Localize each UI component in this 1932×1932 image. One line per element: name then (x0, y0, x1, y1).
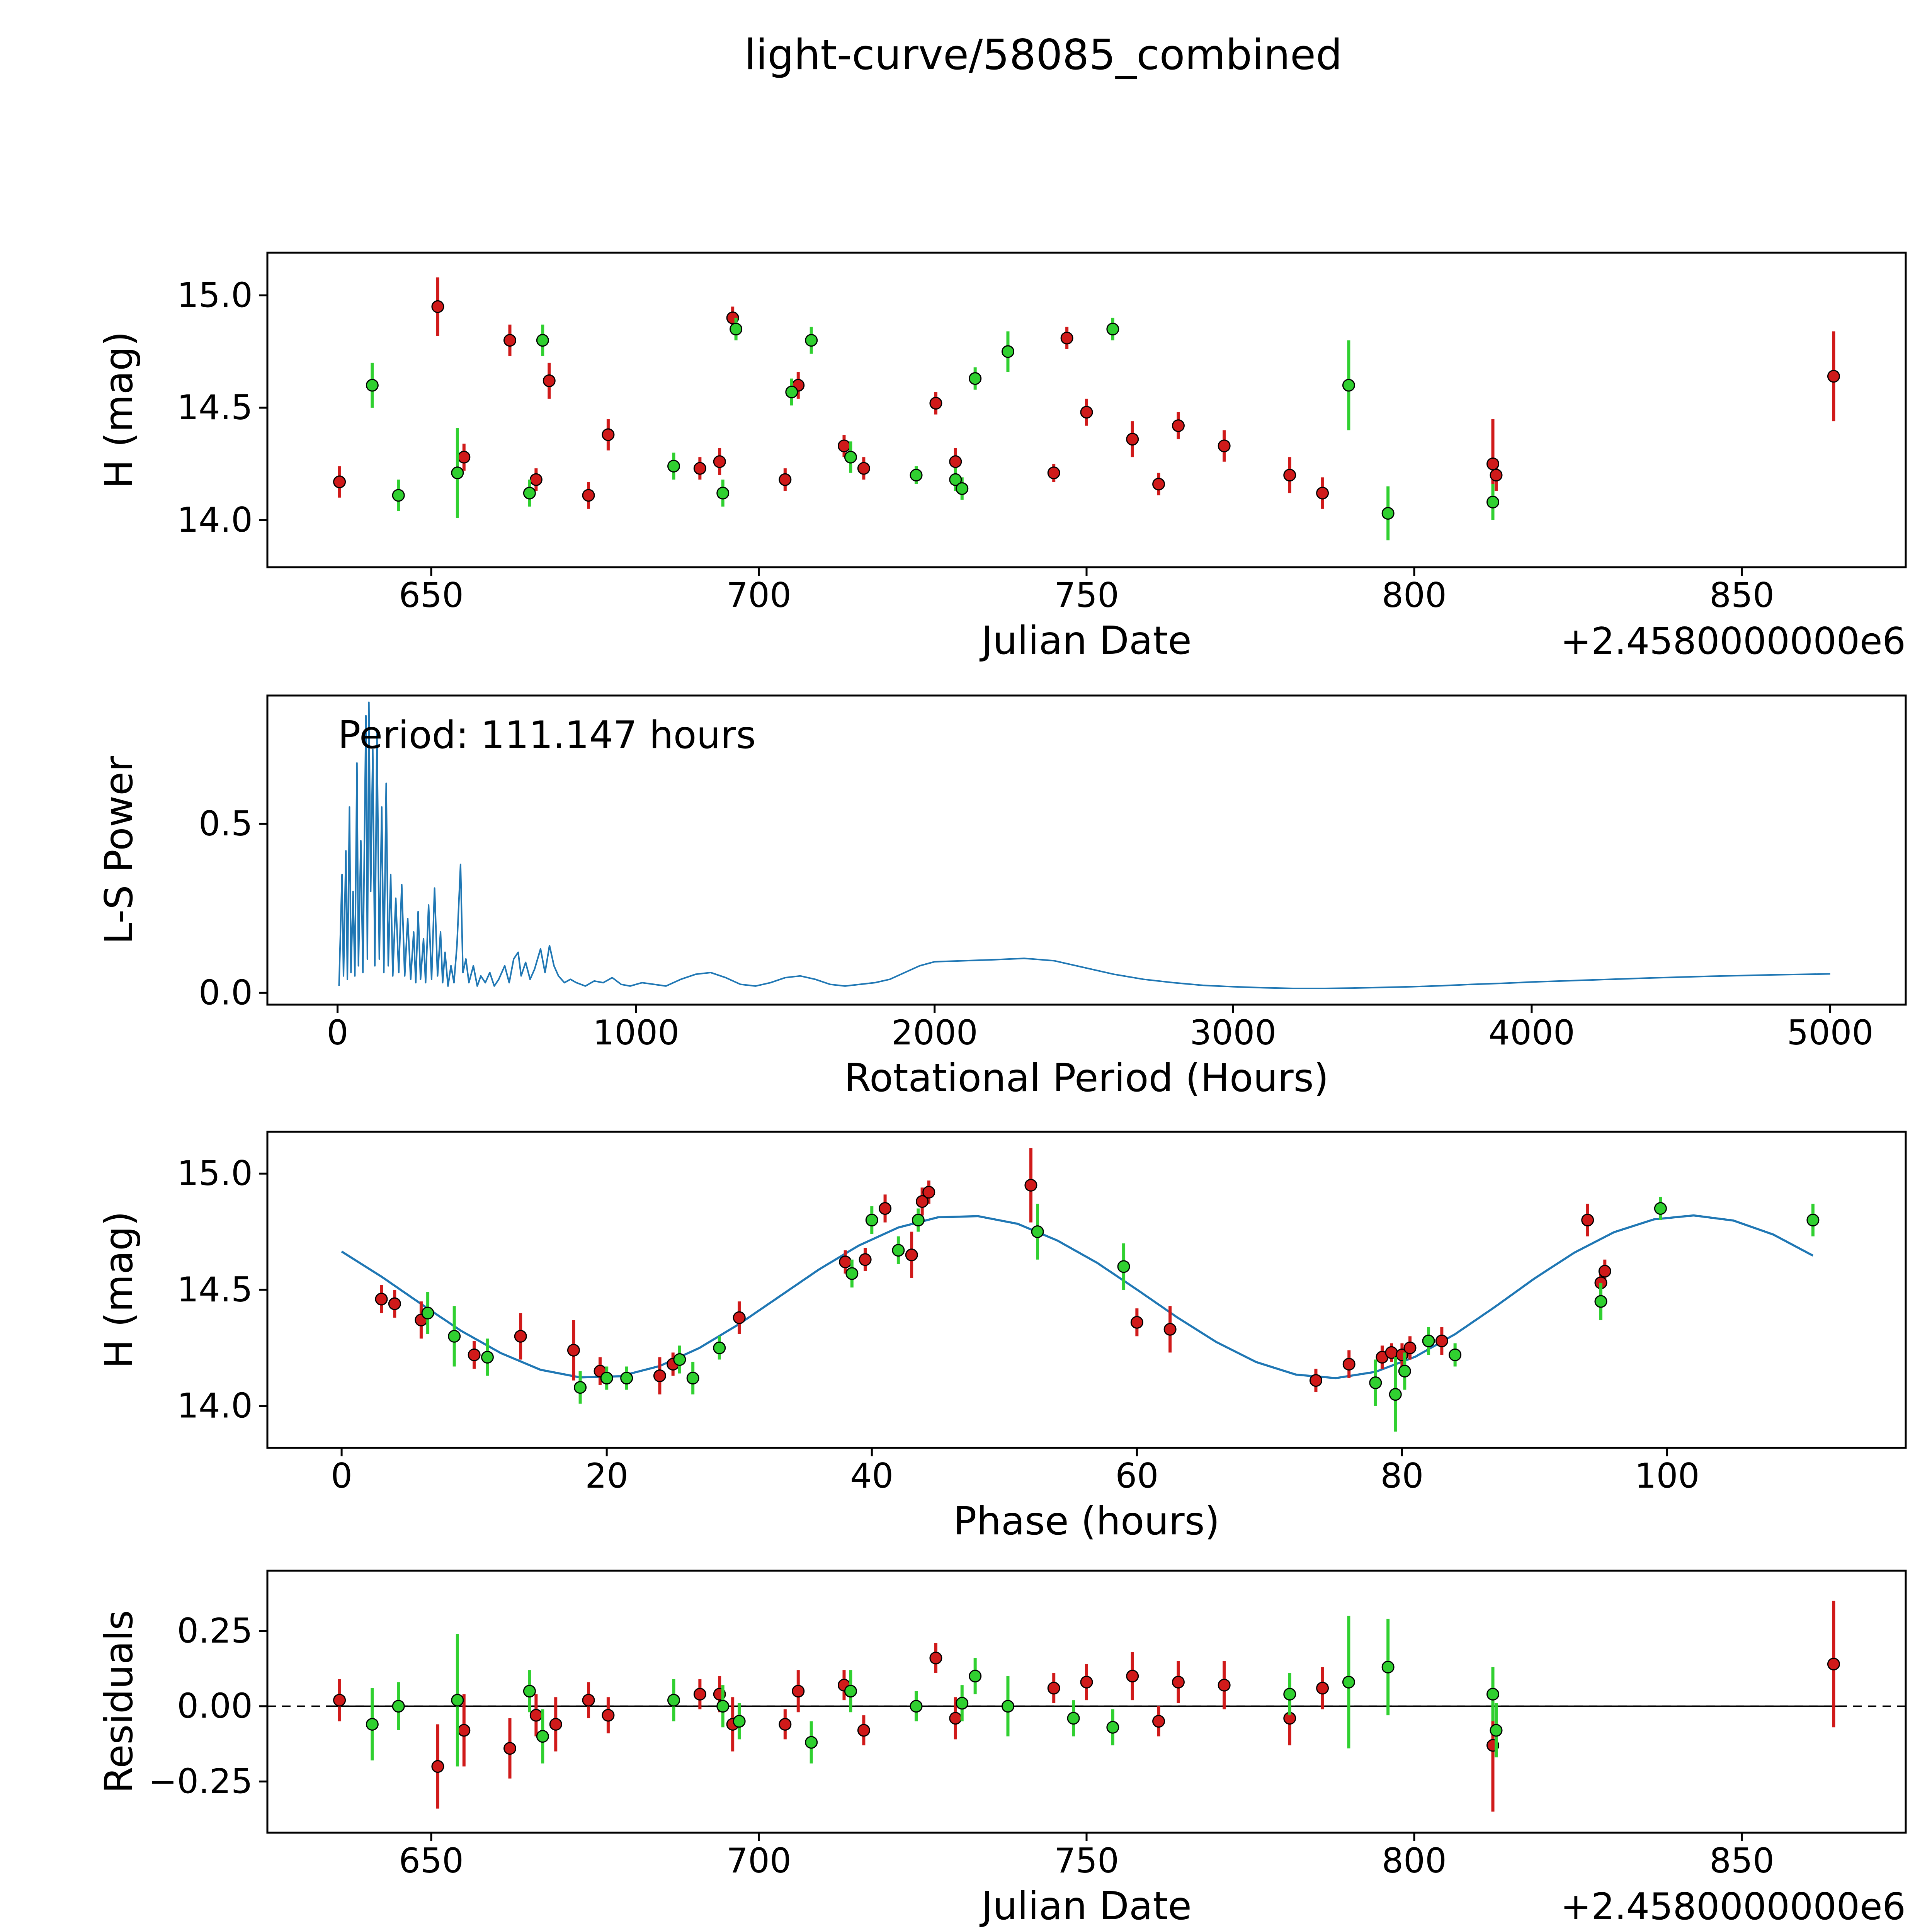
phased-lightcurve-panel: 0 20 40 60 80 100 14.0 14.5 15.0 Phase (hours) H (… (96, 1131, 1907, 1544)
residuals-ylabel: Residuals (96, 1610, 141, 1793)
jd-lightcurve-axes: 650 700 750 800 850 14.0 14.5 15.0 (177, 275, 1774, 615)
phased-lightcurve-ylabel: H (mag) (96, 1211, 141, 1368)
y-tick-label: 15.0 (177, 275, 253, 315)
residuals-panel: 650 700 750 800 850 −0.25 0.00 0.25 Julian Date +… (96, 1570, 1907, 1929)
y-tick-label: 0.25 (177, 1611, 253, 1651)
residuals-axes: 650 700 750 800 850 −0.25 0.00 0.25 (148, 1611, 1774, 1881)
figure-title: light-curve/58085_combined (744, 31, 1342, 79)
y-tick-label: 14.5 (177, 388, 253, 427)
periodogram-plot-area (338, 701, 1830, 990)
jd-lightcurve-ylabel: H (mag) (96, 331, 141, 488)
phased-lightcurve-plot-area (341, 1148, 1820, 1432)
x-tick-label: 1000 (593, 1013, 679, 1053)
periodogram-axes-box (266, 694, 1907, 1006)
x-tick-label: 5000 (1787, 1013, 1874, 1053)
x-tick-label: 0 (327, 1013, 349, 1053)
residuals-red-points (333, 1600, 1840, 1812)
x-tick-label: 800 (1382, 575, 1447, 615)
jd-lightcurve-axis-offset-text: +2.4580000000e6 (1560, 620, 1906, 663)
residuals-axes-box (266, 1570, 1907, 1834)
x-tick-label: 800 (1382, 1841, 1447, 1881)
x-tick-label: 750 (1054, 1841, 1119, 1881)
jd-lightcurve-red-points (333, 277, 1840, 509)
x-tick-label: 650 (399, 1841, 464, 1881)
x-tick-label: 850 (1709, 575, 1774, 615)
phased-lightcurve-axes-box (266, 1131, 1907, 1449)
x-tick-label: 3000 (1190, 1013, 1276, 1053)
jd-lightcurve-xlabel: Julian Date (979, 618, 1192, 663)
x-tick-label: 700 (726, 1841, 791, 1881)
x-tick-label: 850 (1709, 1841, 1774, 1881)
y-tick-label: 14.0 (177, 500, 253, 540)
phased-lightcurve-red-points (375, 1148, 1611, 1395)
y-tick-label: 14.0 (177, 1386, 253, 1426)
residuals-green-points (366, 1616, 1503, 1767)
x-tick-label: 0 (331, 1456, 352, 1496)
x-tick-label: 2000 (891, 1013, 978, 1053)
x-tick-label: 60 (1115, 1456, 1158, 1496)
periodogram-power-curve (338, 701, 1830, 990)
residuals-axis-offset-text: +2.4580000000e6 (1560, 1886, 1906, 1928)
y-tick-label: 0.0 (199, 973, 253, 1012)
y-tick-label: 0.00 (177, 1686, 253, 1726)
periodogram-panel: 0 1000 2000 3000 4000 5000 0.0 0.5 Rotational Pe… (96, 694, 1907, 1100)
y-tick-label: 15.0 (177, 1153, 253, 1193)
phased-lightcurve-fit-curve (341, 1214, 1814, 1379)
y-tick-label: 14.5 (177, 1270, 253, 1310)
jd-lightcurve-panel: 650 700 750 800 850 14.0 14.5 15.0 Julian Date +2… (96, 252, 1907, 663)
y-tick-label: −0.25 (148, 1761, 253, 1801)
periodogram-xlabel: Rotational Period (Hours) (844, 1055, 1329, 1100)
periodogram-ylabel: L-S Power (96, 755, 141, 944)
phased-lightcurve-axes: 0 20 40 60 80 100 14.0 14.5 15.0 (177, 1153, 1699, 1496)
x-tick-label: 20 (585, 1456, 628, 1496)
x-tick-label: 700 (726, 575, 791, 615)
x-tick-label: 4000 (1488, 1013, 1575, 1053)
residuals-plot-area (267, 1600, 1906, 1812)
jd-lightcurve-green-points (366, 318, 1500, 541)
jd-lightcurve-plot-area (333, 277, 1840, 541)
x-tick-label: 650 (399, 575, 464, 615)
periodogram-annotation: Period: 111.147 hours (338, 713, 756, 757)
x-tick-label: 750 (1054, 575, 1119, 615)
x-tick-label: 40 (850, 1456, 893, 1496)
x-tick-label: 100 (1635, 1456, 1700, 1496)
residuals-xlabel: Julian Date (979, 1883, 1192, 1929)
phased-lightcurve-xlabel: Phase (hours) (953, 1498, 1220, 1544)
periodogram-axes: 0 1000 2000 3000 4000 5000 0.0 0.5 (199, 804, 1873, 1053)
phased-lightcurve-green-points (421, 1197, 1820, 1432)
y-tick-label: 0.5 (199, 804, 253, 844)
x-tick-label: 80 (1380, 1456, 1423, 1496)
